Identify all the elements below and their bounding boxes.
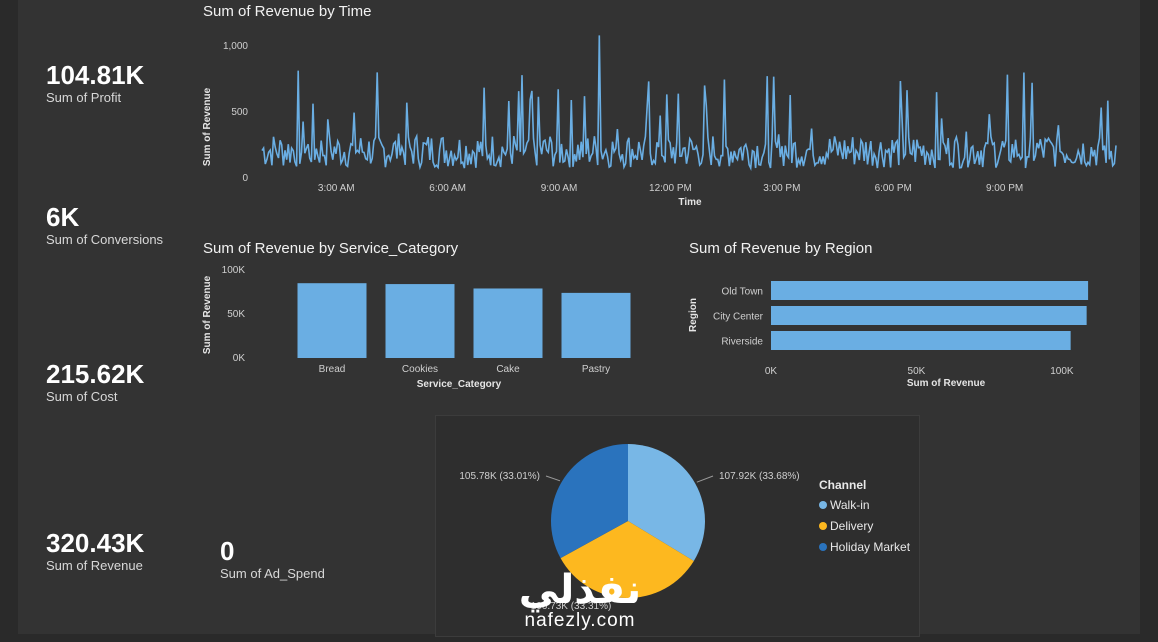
x-tick-label: 100K <box>1050 366 1074 377</box>
y-axis-title: Sum of Revenue <box>202 87 213 166</box>
x-axis-title: Sum of Revenue <box>907 378 986 389</box>
kpi-revenue-label: Sum of Revenue <box>46 558 143 573</box>
legend-label-holiday-market: Holiday Market <box>830 540 911 554</box>
x-tick-label: 12:00 PM <box>649 183 692 194</box>
y-tick-label: 50K <box>227 309 245 320</box>
legend-item-delivery[interactable]: Delivery <box>819 519 910 533</box>
revenue-by-region-title: Sum of Revenue by Region <box>689 240 873 257</box>
kpi-cost[interactable]: 215.62K Sum of Cost <box>46 359 144 405</box>
revenue-by-time-chart[interactable]: Sum of Revenue Time 0 500 1,000 3:00 AM 6:0… <box>198 22 1123 212</box>
legend-item-walk-in[interactable]: Walk-in <box>819 498 910 512</box>
y-tick-label: 0K <box>233 353 246 364</box>
y-tick-label: City Center <box>713 312 764 323</box>
bar-old-town[interactable] <box>771 281 1089 300</box>
x-axis-title: Service_Category <box>417 379 502 390</box>
kpi-profit[interactable]: 104.81K Sum of Profit <box>46 60 144 106</box>
kpi-cost-value: 215.62K <box>46 359 145 389</box>
y-tick-label: 100K <box>222 265 246 276</box>
watermark-latin: nafezly.com <box>524 610 636 631</box>
bar-bread[interactable] <box>297 283 367 358</box>
bar-cake[interactable] <box>473 288 543 358</box>
legend-label-delivery: Delivery <box>830 519 874 533</box>
revenue-by-channel-pie[interactable]: 107.92K (33.68%) 106.73K (33.31%) 105.78K … <box>435 415 920 637</box>
x-tick-label: Bread <box>319 364 346 375</box>
kpi-ad-spend-label: Sum of Ad_Spend <box>220 566 325 581</box>
kpi-revenue[interactable]: 320.43K Sum of Revenue <box>46 528 144 574</box>
pie-label-leader <box>545 475 561 482</box>
watermark-arabic: نفذلي <box>518 568 642 612</box>
revenue-by-region-chart[interactable]: Region Sum of Revenue Old Town City Cente… <box>684 268 1104 393</box>
pie-data-label: 107.92K (33.68%) <box>719 471 800 482</box>
x-tick-label: 9:00 AM <box>541 183 578 194</box>
y-axis-title: Region <box>688 298 699 332</box>
pie-slice-delivery[interactable] <box>560 521 694 599</box>
y-tick-label: 500 <box>231 107 248 118</box>
x-tick-label: Pastry <box>582 364 610 375</box>
kpi-revenue-value: 320.43K <box>46 528 145 558</box>
legend-dot-delivery <box>819 522 827 530</box>
y-tick-label: 0 <box>242 173 248 184</box>
x-tick-label: 0K <box>765 366 778 377</box>
legend-title: Channel <box>819 478 867 492</box>
legend-dot-holiday-market <box>819 543 827 551</box>
legend-dot-walk-in <box>819 501 827 509</box>
revenue-by-time-title: Sum of Revenue by Time <box>203 3 372 20</box>
pie-slice-walk-in[interactable] <box>628 444 705 561</box>
bar-riverside[interactable] <box>771 331 1071 350</box>
kpi-conversions-label: Sum of Conversions <box>46 232 164 247</box>
bar-city-center[interactable] <box>771 306 1087 325</box>
revenue-by-category-title: Sum of Revenue by Service_Category <box>203 240 459 257</box>
x-tick-label: 6:00 PM <box>875 183 912 194</box>
legend-label-walk-in: Walk-in <box>830 498 870 512</box>
x-tick-label: 9:00 PM <box>986 183 1023 194</box>
bar-pastry[interactable] <box>561 292 631 358</box>
pie-data-label: 106.73K (33.31%) <box>531 601 612 612</box>
channel-legend: Channel Walk-in Delivery Holiday Market <box>819 478 910 561</box>
x-tick-label: Cake <box>496 364 520 375</box>
pie-label-leader <box>696 475 714 483</box>
y-axis-title: Sum of Revenue <box>202 275 213 354</box>
pie-slice-holiday-market[interactable] <box>550 443 628 559</box>
kpi-conversions[interactable]: 6K Sum of Conversions <box>46 202 163 248</box>
legend-item-holiday-market[interactable]: Holiday Market <box>819 540 910 554</box>
kpi-ad-spend[interactable]: 0 Sum of Ad_Spend <box>220 536 325 582</box>
x-tick-label: 6:00 AM <box>429 183 466 194</box>
x-tick-label: 3:00 AM <box>318 183 355 194</box>
x-axis-title: Time <box>678 197 702 208</box>
y-tick-label: Old Town <box>721 287 763 298</box>
kpi-conversions-value: 6K <box>46 202 80 232</box>
pie-data-label: 105.78K (33.01%) <box>459 471 540 482</box>
kpi-profit-label: Sum of Profit <box>46 90 122 105</box>
x-tick-label: Cookies <box>402 364 438 375</box>
x-tick-label: 50K <box>908 366 926 377</box>
kpi-cost-label: Sum of Cost <box>46 389 118 404</box>
y-tick-label: Riverside <box>721 337 763 348</box>
bar-cookies[interactable] <box>385 284 455 358</box>
nafezly-watermark: نفذلي nafezly.com <box>505 570 655 632</box>
kpi-profit-value: 104.81K <box>46 60 145 90</box>
revenue-series-line <box>261 35 1117 172</box>
revenue-by-category-chart[interactable]: Sum of Revenue Service_Category 0K 50K 100… <box>198 260 638 395</box>
y-tick-label: 1,000 <box>223 41 248 52</box>
x-tick-label: 3:00 PM <box>763 183 800 194</box>
kpi-ad-spend-value: 0 <box>220 536 235 566</box>
